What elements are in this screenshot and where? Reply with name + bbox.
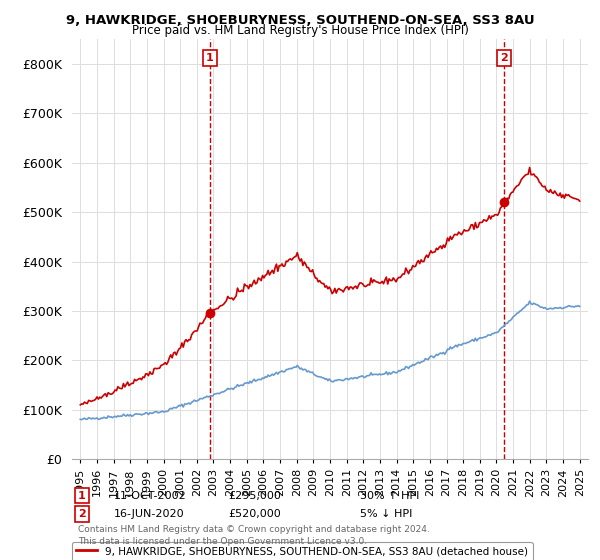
Text: 2: 2 — [78, 509, 86, 519]
Text: Price paid vs. HM Land Registry's House Price Index (HPI): Price paid vs. HM Land Registry's House … — [131, 24, 469, 36]
Text: £295,000: £295,000 — [228, 491, 281, 501]
Text: 1: 1 — [78, 491, 86, 501]
Text: £520,000: £520,000 — [228, 509, 281, 519]
Text: 1: 1 — [206, 53, 214, 63]
Legend: 9, HAWKRIDGE, SHOEBURYNESS, SOUTHEND-ON-SEA, SS3 8AU (detached house), HPI: Aver: 9, HAWKRIDGE, SHOEBURYNESS, SOUTHEND-ON-… — [72, 542, 533, 560]
Text: 30% ↑ HPI: 30% ↑ HPI — [360, 491, 419, 501]
Text: 2: 2 — [500, 53, 508, 63]
Text: Contains HM Land Registry data © Crown copyright and database right 2024.
This d: Contains HM Land Registry data © Crown c… — [78, 525, 430, 546]
Text: 9, HAWKRIDGE, SHOEBURYNESS, SOUTHEND-ON-SEA, SS3 8AU: 9, HAWKRIDGE, SHOEBURYNESS, SOUTHEND-ON-… — [65, 14, 535, 27]
Text: 5% ↓ HPI: 5% ↓ HPI — [360, 509, 412, 519]
Text: 16-JUN-2020: 16-JUN-2020 — [114, 509, 185, 519]
Text: 11-OCT-2002: 11-OCT-2002 — [114, 491, 187, 501]
